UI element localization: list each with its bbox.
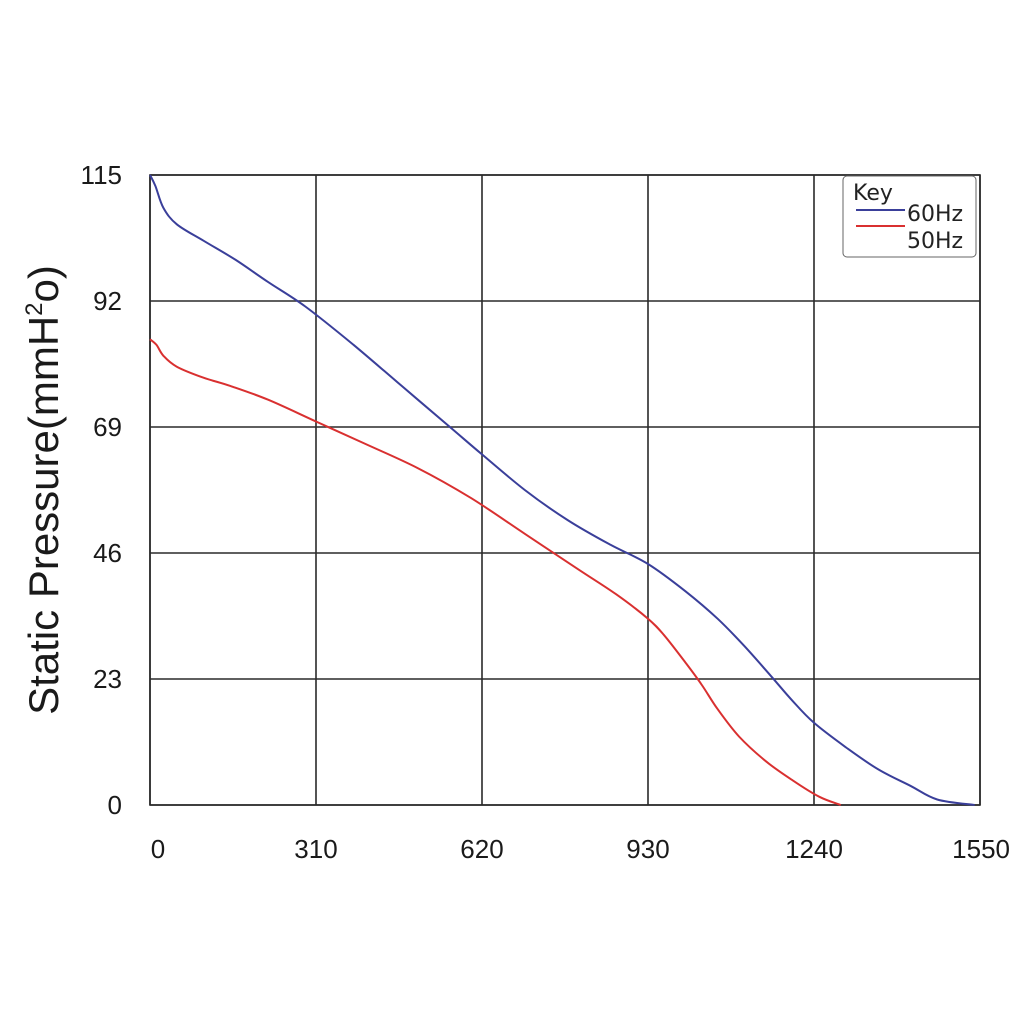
legend-label-60hz: 60Hz (907, 202, 963, 227)
plot-border (149, 174, 981, 806)
y-tick-label-0: 0 (108, 790, 122, 820)
x-tick-label-1550: 1550 (952, 834, 1010, 864)
y-tick-label-69: 69 (93, 412, 122, 442)
legend-label-50hz: 50Hz (907, 229, 963, 254)
x-tick-label-310: 310 (294, 834, 337, 864)
y-tick-labels: 0 23 46 69 92 115 (81, 160, 122, 820)
y-tick-label-115: 115 (81, 160, 122, 190)
legend-box (842, 175, 977, 258)
legend: Key 60Hz 50Hz (842, 175, 977, 258)
y-axis-label: Static Pressure(mmH2o) (20, 265, 67, 715)
x-tick-label-0: 0 (151, 834, 165, 864)
x-tick-label-1240: 1240 (785, 834, 843, 864)
plot-frame (149, 174, 981, 806)
y-tick-label-92: 92 (93, 286, 122, 316)
series-layer (149, 174, 975, 806)
x-tick-label-930: 930 (626, 834, 669, 864)
legend-title: Key (853, 181, 893, 206)
x-tick-labels: 0 310 620 930 1240 1550 (151, 834, 1010, 864)
grid-layer (149, 174, 981, 806)
y-tick-label-23: 23 (93, 664, 122, 694)
y-tick-label-46: 46 (93, 538, 122, 568)
y-axis-label-superscript: 2 (21, 302, 48, 315)
series-line-60hz (149, 174, 975, 806)
x-tick-label-620: 620 (460, 834, 503, 864)
series-line-50hz (149, 338, 842, 806)
